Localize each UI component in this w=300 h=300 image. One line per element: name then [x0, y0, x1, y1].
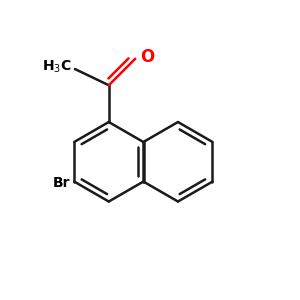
Text: H$_3$C: H$_3$C — [42, 58, 72, 75]
Text: Br: Br — [52, 176, 70, 190]
Text: O: O — [140, 48, 154, 66]
